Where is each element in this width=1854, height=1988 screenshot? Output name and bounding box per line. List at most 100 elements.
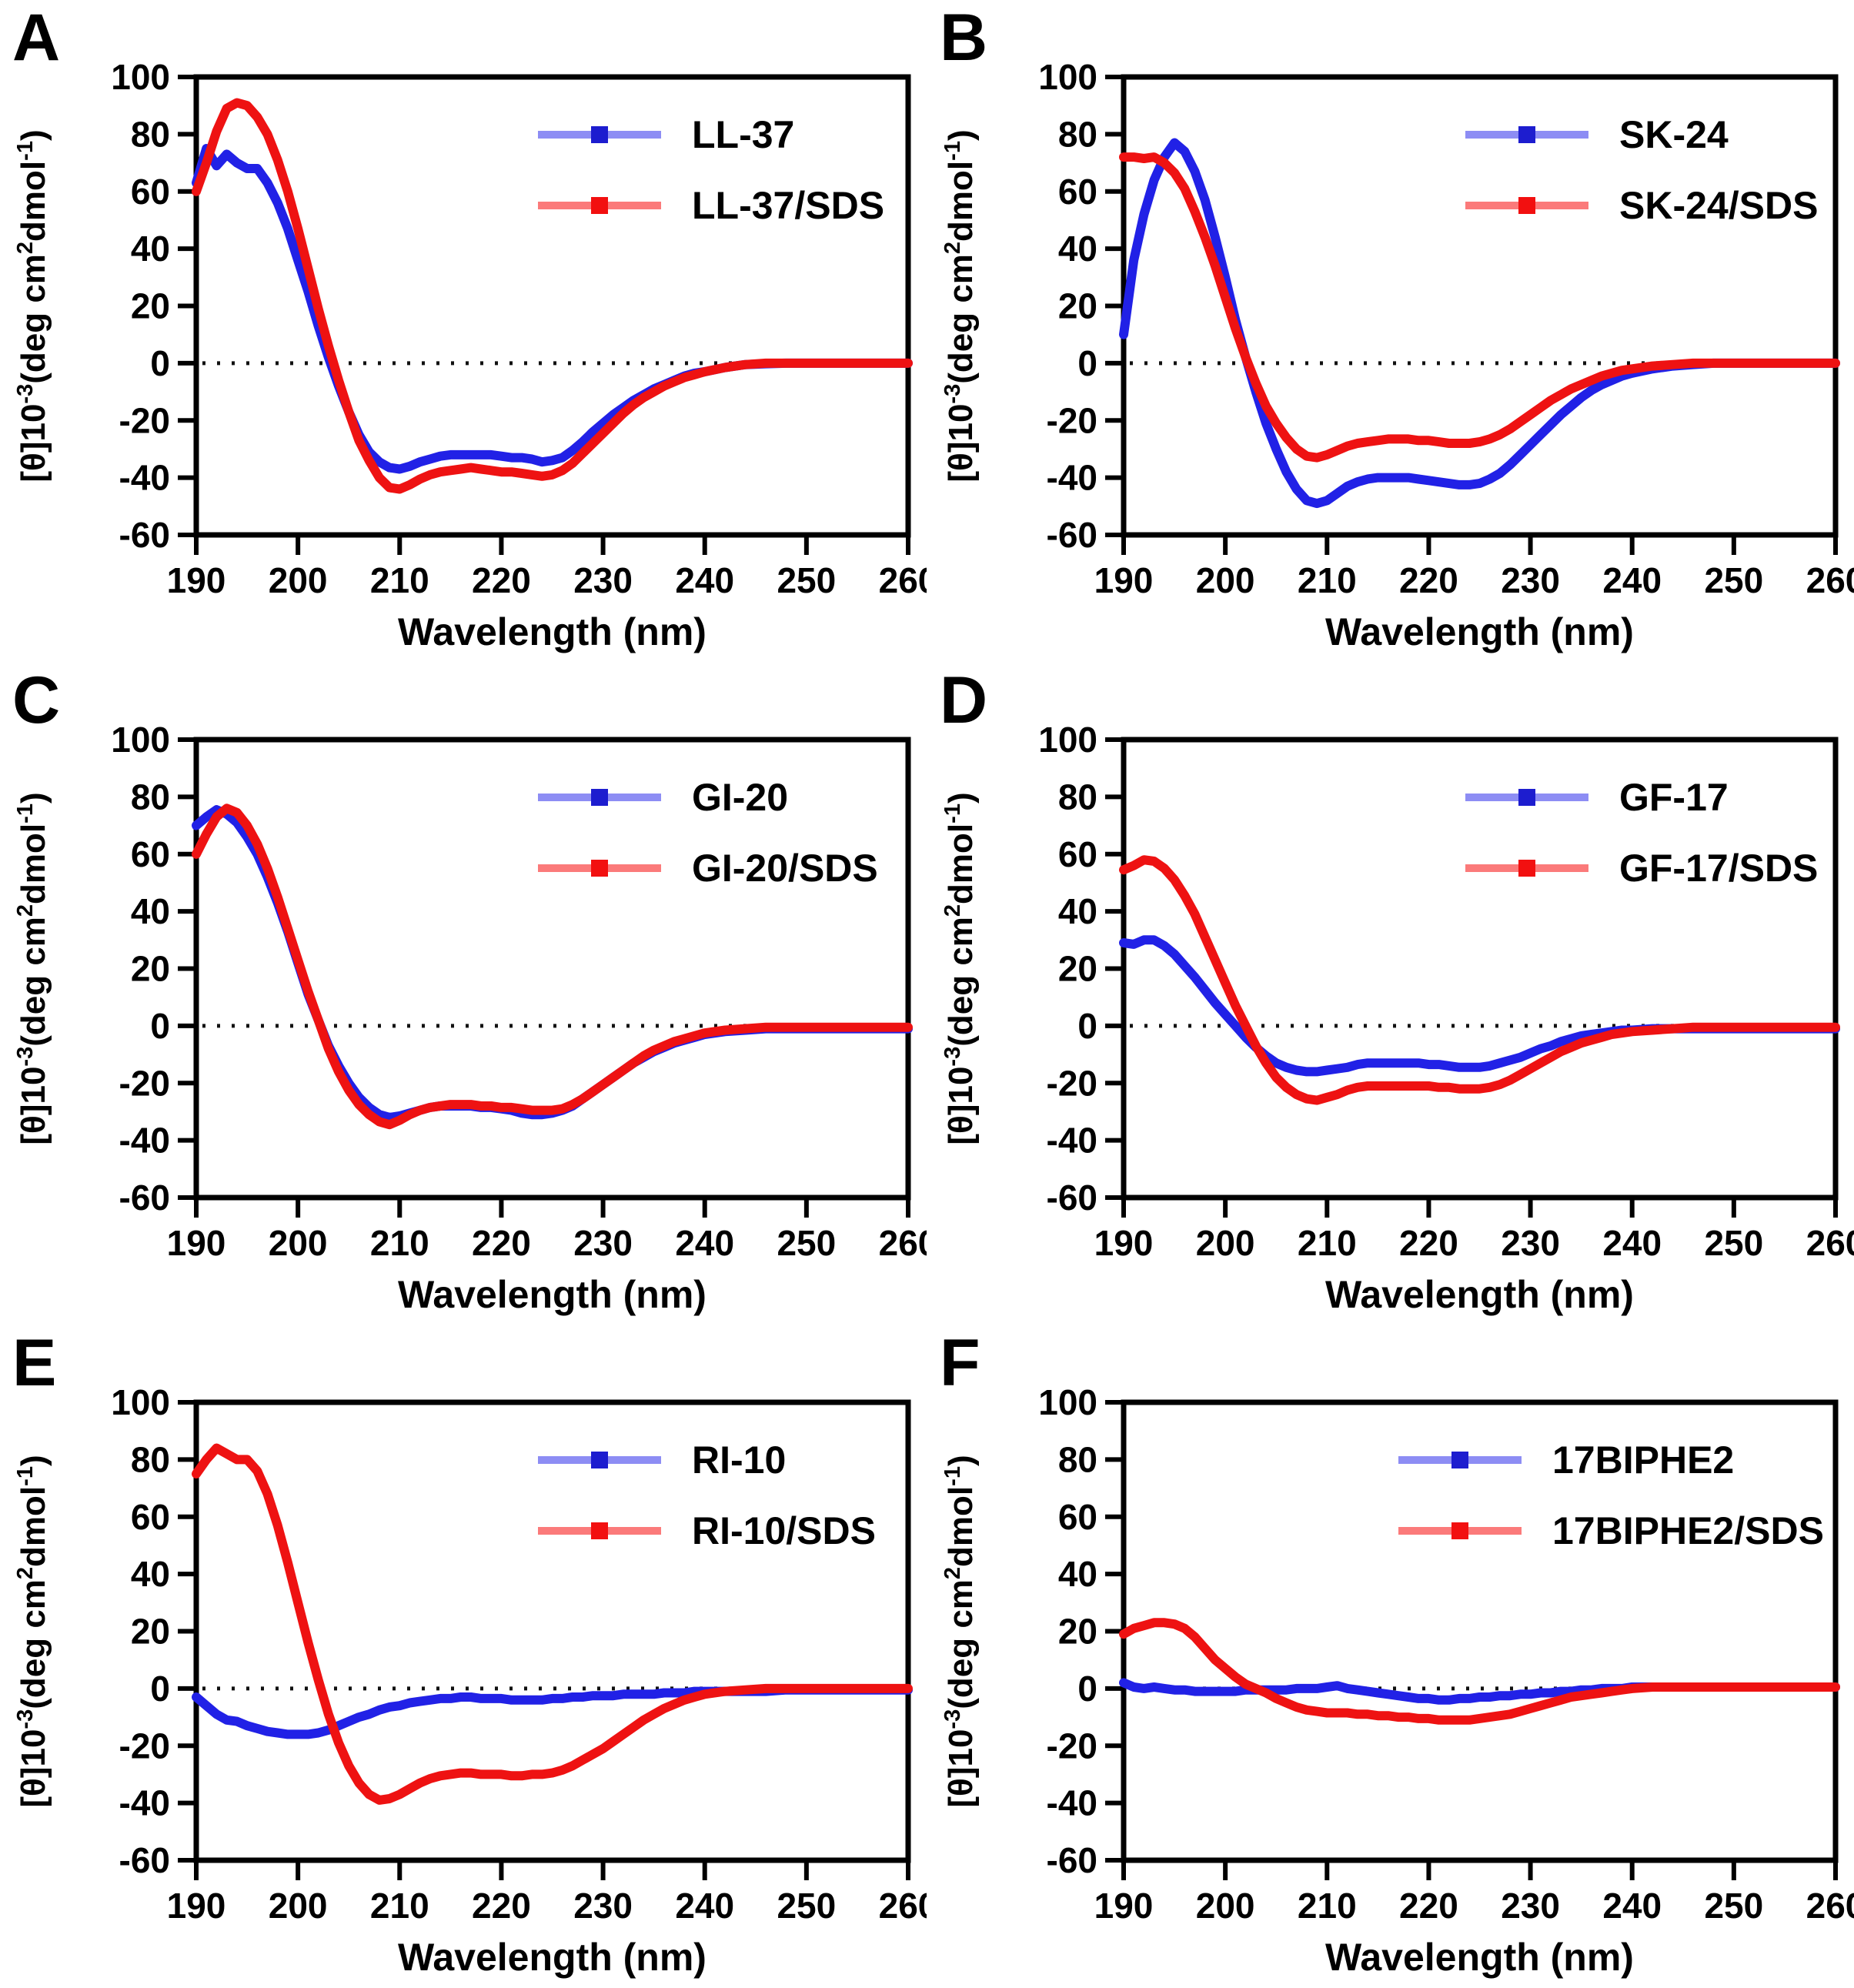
x-tick-label: 210 bbox=[370, 560, 429, 600]
panel-e-label: E bbox=[12, 1326, 57, 1400]
legend-marker-square bbox=[1518, 860, 1535, 877]
series-line-ll-37-sds bbox=[192, 98, 913, 494]
y-tick-label: -60 bbox=[1047, 515, 1097, 555]
panel-b-label: B bbox=[940, 1, 988, 75]
x-tick-label: 260 bbox=[1806, 1223, 1854, 1263]
x-tick-label: 190 bbox=[1094, 560, 1154, 600]
legend-label: GF-17/SDS bbox=[1619, 847, 1818, 890]
y-tick-label: -40 bbox=[119, 1783, 170, 1823]
x-tick-label: 240 bbox=[1602, 1886, 1662, 1926]
x-axis-title: Wavelength (nm) bbox=[398, 1936, 707, 1979]
x-tick-label: 190 bbox=[1094, 1223, 1154, 1263]
panel-c: C 100 80 60 40 20 0 -20 -40 -60 190 200 210 220 230 24… bbox=[0, 663, 927, 1325]
y-tick-label: 20 bbox=[131, 949, 170, 989]
y-tick-label: -20 bbox=[119, 1726, 170, 1766]
plot-frame bbox=[193, 737, 911, 1201]
x-tick-label: 240 bbox=[675, 1223, 734, 1263]
x-tick-label: 220 bbox=[1399, 560, 1458, 600]
legend-label: LL-37 bbox=[692, 113, 794, 156]
x-tick-label: 200 bbox=[269, 1886, 328, 1926]
y-tick-label: 40 bbox=[1058, 891, 1097, 931]
x-tick-label: 200 bbox=[1196, 1886, 1255, 1926]
x-tick-label: 210 bbox=[1298, 560, 1357, 600]
x-tick-label: 260 bbox=[1806, 560, 1854, 600]
legend-marker-square bbox=[591, 197, 608, 214]
panel-f-label: F bbox=[940, 1326, 980, 1400]
y-tick-label: -20 bbox=[1047, 1063, 1097, 1103]
panel-a: A 100 80 60 40 20 0 -20 -40 -60 190 200 210 220 230 24… bbox=[0, 0, 927, 663]
x-tick-label: 250 bbox=[777, 1223, 836, 1263]
y-tick-label: -60 bbox=[119, 1840, 170, 1880]
series-line-gi-20-sds bbox=[192, 804, 913, 1130]
y-axis-title: [θ]10-3(deg cm2dmol-1) bbox=[940, 129, 980, 482]
y-tick-label: -40 bbox=[1047, 458, 1097, 498]
plot-frame bbox=[193, 74, 911, 538]
x-tick-label: 220 bbox=[1399, 1886, 1458, 1926]
x-tick-label: 220 bbox=[472, 560, 531, 600]
series-line-ri-10 bbox=[192, 1685, 913, 1739]
x-tick-label: 230 bbox=[1501, 560, 1560, 600]
legend-item: SK-24/SDS bbox=[1465, 184, 1818, 227]
panel-d: D 100 80 60 40 20 0 -20 -40 -60 190 200 210 220 230 24… bbox=[927, 663, 1854, 1325]
y-tick-label: 80 bbox=[131, 777, 170, 817]
y-tick-label: 40 bbox=[1058, 1554, 1097, 1594]
x-tick-label: 210 bbox=[1298, 1886, 1357, 1926]
x-tick-label: 230 bbox=[1501, 1886, 1560, 1926]
x-tick-label: 210 bbox=[1298, 1223, 1357, 1263]
x-tick-label: 200 bbox=[269, 560, 328, 600]
y-tick-label: -40 bbox=[119, 1121, 170, 1161]
panel-c-label: C bbox=[12, 663, 61, 737]
y-tick-label: 20 bbox=[131, 1612, 170, 1652]
legend-label: 17BIPHE2/SDS bbox=[1552, 1509, 1824, 1552]
y-tick-label: -20 bbox=[1047, 400, 1097, 440]
y-tick-label: 100 bbox=[111, 57, 170, 97]
x-tick-label: 250 bbox=[1704, 1886, 1763, 1926]
x-tick-label: 230 bbox=[573, 560, 633, 600]
x-tick-label: 190 bbox=[1094, 1886, 1154, 1926]
y-tick-label: 80 bbox=[1058, 114, 1097, 154]
y-tick-label: -60 bbox=[1047, 1840, 1097, 1880]
y-tick-label: 100 bbox=[1038, 1382, 1097, 1422]
legend-marker-square bbox=[1451, 1452, 1468, 1468]
y-tick-label: 0 bbox=[150, 343, 170, 383]
legend-marker-square bbox=[591, 789, 608, 806]
y-tick-label: 40 bbox=[131, 891, 170, 931]
y-tick-label: 100 bbox=[111, 1382, 170, 1422]
x-tick-label: 200 bbox=[1196, 1223, 1255, 1263]
legend-item: SK-24 bbox=[1465, 113, 1729, 156]
legend-label: RI-10/SDS bbox=[692, 1509, 876, 1552]
y-tick-label: 40 bbox=[131, 1554, 170, 1594]
y-tick-label: 20 bbox=[1058, 949, 1097, 989]
series-line-gf-17-sds bbox=[1119, 855, 1840, 1105]
y-axis-title: [θ]10-3(deg cm2dmol-1) bbox=[13, 1455, 52, 1807]
x-tick-label: 230 bbox=[573, 1886, 633, 1926]
y-tick-label: 60 bbox=[131, 834, 170, 874]
x-tick-label: 220 bbox=[472, 1886, 531, 1926]
y-tick-label: -40 bbox=[119, 458, 170, 498]
panel-b: B 100 80 60 40 20 0 -20 -40 -60 190 200 210 220 230 24… bbox=[927, 0, 1854, 663]
x-tick-label: 220 bbox=[1399, 1223, 1458, 1263]
x-axis-title: Wavelength (nm) bbox=[1325, 1273, 1634, 1316]
x-tick-label: 210 bbox=[370, 1223, 429, 1263]
x-axis-title: Wavelength (nm) bbox=[1325, 1936, 1634, 1979]
x-tick-label: 260 bbox=[1806, 1886, 1854, 1926]
legend-label: RI-10 bbox=[692, 1438, 786, 1482]
y-tick-label: 80 bbox=[131, 1439, 170, 1479]
legend-marker-square bbox=[591, 126, 608, 143]
legend-item: GI-20/SDS bbox=[538, 847, 878, 890]
x-tick-label: 250 bbox=[1704, 560, 1763, 600]
legend-item: LL-37/SDS bbox=[538, 184, 884, 227]
y-axis-title: [θ]10-3(deg cm2dmol-1) bbox=[940, 1455, 980, 1807]
y-tick-label: -60 bbox=[1047, 1178, 1097, 1218]
y-tick-label: -60 bbox=[119, 515, 170, 555]
x-tick-label: 240 bbox=[675, 1886, 734, 1926]
x-tick-label: 260 bbox=[879, 1223, 927, 1263]
plot-frame bbox=[193, 1399, 911, 1863]
y-tick-label: 20 bbox=[1058, 1612, 1097, 1652]
y-tick-label: -20 bbox=[1047, 1726, 1097, 1766]
x-tick-label: 240 bbox=[1602, 560, 1662, 600]
